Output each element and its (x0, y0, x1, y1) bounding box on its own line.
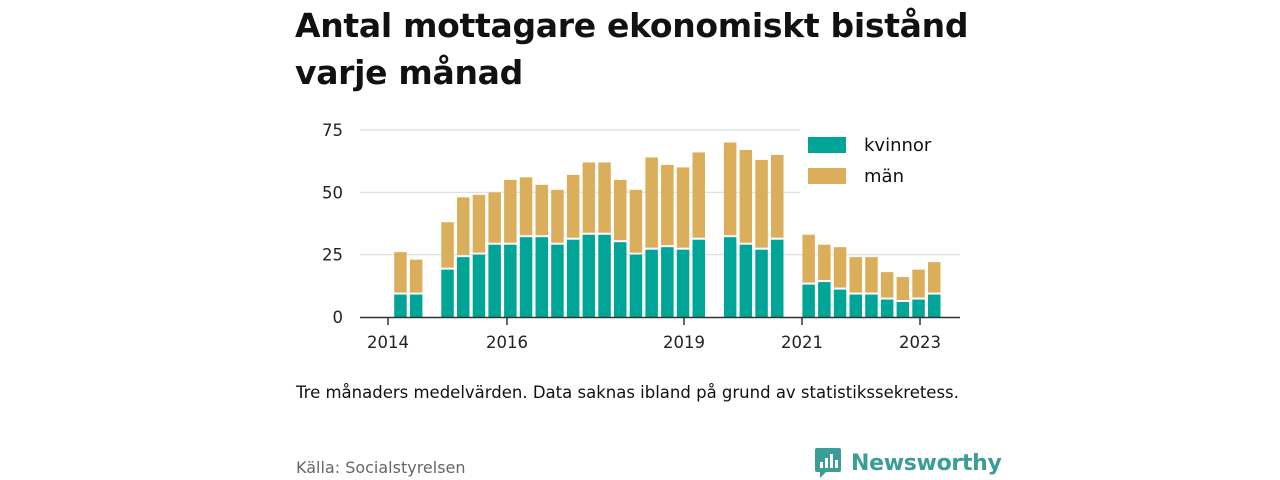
brand-name: Newsworthy (851, 450, 1002, 476)
bar-man (802, 234, 815, 283)
y-tick-label: 50 (322, 183, 343, 202)
bar-man (661, 164, 674, 246)
y-tick-label: 0 (333, 308, 344, 327)
bar-man (645, 157, 658, 248)
chart-title: Antal mottagare ekonomiskt bistånd varje… (295, 6, 969, 92)
bar-kvinnor (535, 237, 548, 317)
bar-kvinnor (849, 294, 862, 317)
bar-kvinnor (692, 239, 705, 317)
bar-man (692, 152, 705, 238)
x-tick-label: 2016 (486, 333, 528, 352)
bar-man (739, 149, 753, 243)
bar-man (723, 142, 737, 236)
x-tick-label: 2014 (367, 333, 409, 352)
bar-kvinnor (551, 244, 564, 317)
source-text: Källa: Socialstyrelsen (296, 458, 466, 477)
bar-kvinnor (723, 237, 737, 317)
bar-kvinnor (582, 234, 596, 317)
newsworthy-logo-icon (815, 448, 841, 478)
bar-kvinnor (457, 257, 470, 317)
bar-man (865, 257, 878, 293)
bar-man (614, 179, 627, 241)
bar-man (519, 177, 533, 236)
bar-kvinnor (598, 234, 611, 317)
bar-man (488, 192, 501, 243)
x-tick-label: 2023 (899, 333, 941, 352)
bar-kvinnor (409, 294, 423, 317)
bar-man (394, 252, 407, 293)
chart-note: Tre månaders medelvärden. Data saknas ib… (296, 383, 959, 402)
bar-man (849, 257, 862, 293)
bar-man (755, 159, 768, 248)
bar-man (551, 189, 564, 243)
bar-kvinnor (566, 239, 580, 317)
bar-kvinnor (896, 302, 910, 317)
bar-man (598, 162, 611, 233)
legend-swatch-man (808, 168, 846, 184)
bar-kvinnor (472, 254, 486, 317)
y-tick-label: 25 (322, 246, 343, 265)
bar-kvinnor (912, 299, 925, 317)
bar-kvinnor (441, 269, 454, 317)
bar-kvinnor (394, 294, 407, 317)
bar-man (409, 259, 423, 293)
bar-kvinnor (802, 284, 815, 317)
y-tick-label: 75 (322, 121, 343, 140)
bar-man (912, 269, 925, 298)
bar-kvinnor (645, 249, 658, 317)
legend-label-man: män (864, 166, 904, 187)
bar-kvinnor (833, 289, 847, 317)
bar-man (818, 244, 831, 281)
newsworthy-logo[interactable]: Newsworthy (814, 446, 1002, 480)
bar-kvinnor (504, 244, 517, 317)
bar-kvinnor (661, 247, 674, 317)
legend-swatch-kvinnor (808, 137, 846, 153)
bar-man (833, 247, 847, 288)
bar-kvinnor (771, 239, 784, 317)
bar-chart: 0 25 50 75 2014 2016 2019 2021 2023 kvinnor män (322, 121, 960, 352)
bar-kvinnor (614, 242, 627, 317)
bar-man (441, 222, 454, 268)
bar-man (582, 162, 596, 233)
bar-kvinnor (818, 282, 831, 317)
bar-man (566, 174, 580, 238)
bar-kvinnor (739, 244, 753, 317)
x-tick-label: 2021 (781, 333, 823, 352)
bar-kvinnor (629, 254, 643, 317)
bar-kvinnor (928, 294, 941, 317)
bar-man (504, 179, 517, 243)
bar-man (457, 197, 470, 256)
bar-kvinnor (880, 299, 894, 317)
bar-kvinnor (488, 244, 501, 317)
bar-kvinnor (755, 249, 768, 317)
bar-man (472, 194, 486, 253)
bar-man (629, 189, 643, 253)
bar-man (880, 272, 894, 298)
bar-man (535, 184, 548, 236)
legend-label-kvinnor: kvinnor (864, 135, 932, 156)
bar-kvinnor (676, 249, 690, 317)
x-tick-label: 2019 (663, 333, 705, 352)
bar-man (771, 154, 784, 238)
bar-man (928, 262, 941, 293)
bar-kvinnor (519, 237, 533, 317)
bar-man (676, 167, 690, 248)
bar-man (896, 277, 910, 301)
bar-kvinnor (865, 294, 878, 317)
